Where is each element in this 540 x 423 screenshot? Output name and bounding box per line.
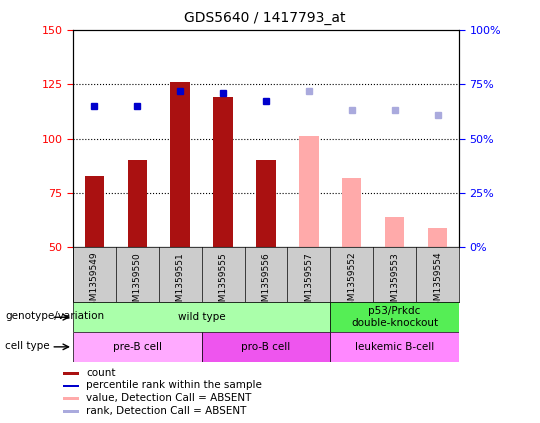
Text: GSM1359556: GSM1359556: [261, 252, 271, 313]
Text: GSM1359554: GSM1359554: [433, 252, 442, 313]
Bar: [299, 136, 319, 247]
Text: GSM1359555: GSM1359555: [219, 252, 227, 313]
Text: GSM1359552: GSM1359552: [347, 252, 356, 313]
Bar: [256, 160, 275, 247]
Text: percentile rank within the sample: percentile rank within the sample: [86, 380, 262, 390]
Text: count: count: [86, 368, 116, 378]
Bar: [85, 176, 104, 247]
Text: pro-B cell: pro-B cell: [241, 342, 291, 352]
Bar: [127, 160, 147, 247]
Bar: [171, 82, 190, 247]
Bar: [63, 397, 79, 400]
Bar: [330, 302, 459, 332]
Bar: [63, 385, 79, 387]
Bar: [73, 302, 330, 332]
Text: GSM1359549: GSM1359549: [90, 252, 99, 313]
Text: GSM1359557: GSM1359557: [305, 252, 313, 313]
Text: wild type: wild type: [178, 312, 225, 322]
Text: GDS5640 / 1417793_at: GDS5640 / 1417793_at: [184, 11, 346, 25]
Bar: [201, 332, 330, 362]
Bar: [428, 228, 447, 247]
Text: pre-B cell: pre-B cell: [113, 342, 162, 352]
Bar: [342, 178, 361, 247]
Bar: [63, 372, 79, 375]
Text: GSM1359550: GSM1359550: [133, 252, 141, 313]
Bar: [213, 97, 233, 247]
Text: leukemic B-cell: leukemic B-cell: [355, 342, 434, 352]
Text: cell type: cell type: [5, 341, 50, 351]
Bar: [330, 332, 459, 362]
Text: rank, Detection Call = ABSENT: rank, Detection Call = ABSENT: [86, 406, 246, 416]
Bar: [73, 332, 201, 362]
Bar: [385, 217, 404, 247]
Text: p53/Prkdc
double-knockout: p53/Prkdc double-knockout: [351, 306, 438, 328]
Text: GSM1359553: GSM1359553: [390, 252, 399, 313]
Text: GSM1359551: GSM1359551: [176, 252, 185, 313]
Bar: [63, 410, 79, 413]
Text: genotype/variation: genotype/variation: [5, 311, 105, 321]
Text: value, Detection Call = ABSENT: value, Detection Call = ABSENT: [86, 393, 252, 403]
